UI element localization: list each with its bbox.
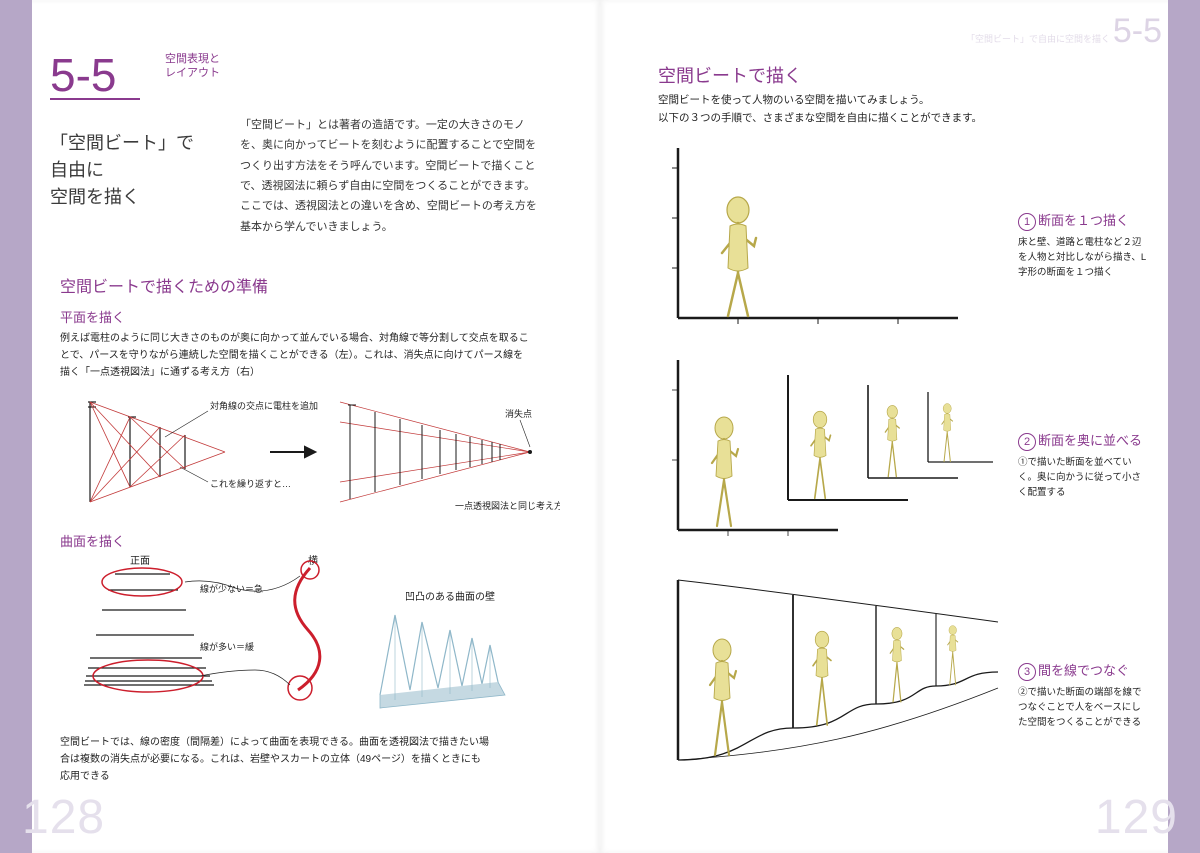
step2-label: 2断面を奥に並べる — [1018, 430, 1148, 451]
label-front: 正面 — [130, 556, 150, 567]
page-right: 「空間ビート」で自由に空間を描く 5-5 空間ビートで描く 空間ビートを使って人… — [600, 0, 1200, 853]
label-one-point: 一点透視図法と同じ考え方になる — [455, 500, 560, 511]
label-sparse: 線が少ない＝急 — [200, 583, 263, 594]
left-lavender-strip — [0, 0, 32, 853]
step3-num: 3 — [1018, 663, 1036, 681]
label-repeat: これを繰り返すと… — [210, 478, 291, 489]
plane-diagram: 対角線の交点に電柱を追加 これを繰り返すと… — [60, 387, 560, 517]
title-line2: 自由に — [50, 160, 104, 180]
step3-label: 3間を線でつなぐ — [1018, 660, 1148, 681]
page-number-left: 128 — [22, 790, 105, 845]
section-subtitle: 空間表現と レイアウト — [150, 52, 220, 81]
step-panel-3: 3間を線でつなぐ ②で描いた断面の端部を線でつなぐことで人をベースにした空間をつ… — [658, 560, 1148, 775]
label-dense: 線が多い＝緩 — [200, 641, 254, 652]
step-panel-1: 1断面を１つ描く 床と壁、道路と電柱など２辺を人物と対比しながら描き、L字形の断… — [658, 138, 1148, 333]
step3-title: 間を線でつなぐ — [1038, 663, 1129, 678]
running-num: 5-5 — [1113, 12, 1162, 51]
notch-icon — [220, 236, 248, 250]
title-line1: 「空間ビート」で — [50, 133, 194, 153]
label-diag-cross: 対角線の交点に電柱を追加 — [210, 400, 318, 411]
plane-body: 例えば電柱のように同じ大きさのものが奥に向かって並んでいる場合、対角線で等分割し… — [60, 330, 530, 381]
label-wall: 凹凸のある曲面の壁 — [405, 590, 495, 603]
step-panel-2: 2断面を奥に並べる ①で描いた断面を並べていく。奥に向かうに従って小さく配置する — [658, 350, 1148, 545]
page-number-right: 129 — [1095, 790, 1178, 845]
section-sub-line2: レイアウト — [165, 67, 220, 79]
title-line3: 空間を描く — [50, 187, 140, 207]
curve-diagram: 正面 横 — [60, 550, 560, 730]
step2-title: 断面を奥に並べる — [1038, 433, 1142, 448]
right-lead: 空間ビートを使って人物のいる空間を描いてみましょう。 以下の３つの手順で、さまざ… — [658, 92, 982, 128]
section-sub-line1: 空間表現と — [165, 53, 220, 65]
running-head: 「空間ビート」で自由に空間を描く — [966, 32, 1110, 45]
section-number: 5-5 — [50, 52, 140, 100]
page-left: 5-5 空間表現と レイアウト 「空間ビート」で 自由に 空間を描く 「空間ビー… — [0, 0, 600, 853]
step2-caption: ①で描いた断面を並べていく。奥に向かうに従って小さく配置する — [1018, 455, 1148, 501]
label-vanishing: 消失点 — [505, 408, 532, 419]
left-body: 空間ビートで描くための準備 平面を描く 例えば電柱のように同じ大きさのものが奥に… — [60, 265, 560, 785]
step1-num: 1 — [1018, 213, 1036, 231]
right-lavender-strip — [1168, 0, 1200, 853]
heading-prep: 空間ビートで描くための準備 — [60, 265, 560, 301]
heading-plane: 平面を描く — [60, 307, 560, 326]
step3-caption: ②で描いた断面の端部を線でつなぐことで人をベースにした空間をつくることができる — [1018, 685, 1148, 731]
step2-num: 2 — [1018, 433, 1036, 451]
lead-text: 「空間ビート」とは著者の造語です。一定の大きさのモノを、奥に向かってビートを刻む… — [240, 115, 540, 237]
curve-body: 空間ビートでは、線の密度（間隔差）によって曲面を表現できる。曲面を透視図法で描き… — [60, 734, 490, 785]
right-lead-2: 以下の３つの手順で、さまざまな空間を自由に描くことができます。 — [658, 112, 982, 124]
right-lead-1: 空間ビートを使って人物のいる空間を描いてみましょう。 — [658, 94, 930, 106]
section-title: 「空間ビート」で 自由に 空間を描く — [50, 120, 220, 221]
step2-diagram — [658, 350, 1008, 540]
step1-title: 断面を１つ描く — [1038, 213, 1129, 228]
step1-label: 1断面を１つ描く — [1018, 210, 1148, 231]
heading-curve: 曲面を描く — [60, 531, 560, 550]
step1-diagram — [658, 138, 978, 328]
step3-diagram — [658, 560, 1018, 770]
step1-caption: 床と壁、道路と電柱など２辺を人物と対比しながら描き、L字形の断面を１つ描く — [1018, 235, 1148, 281]
right-page-title: 空間ビートで描く — [658, 62, 802, 88]
